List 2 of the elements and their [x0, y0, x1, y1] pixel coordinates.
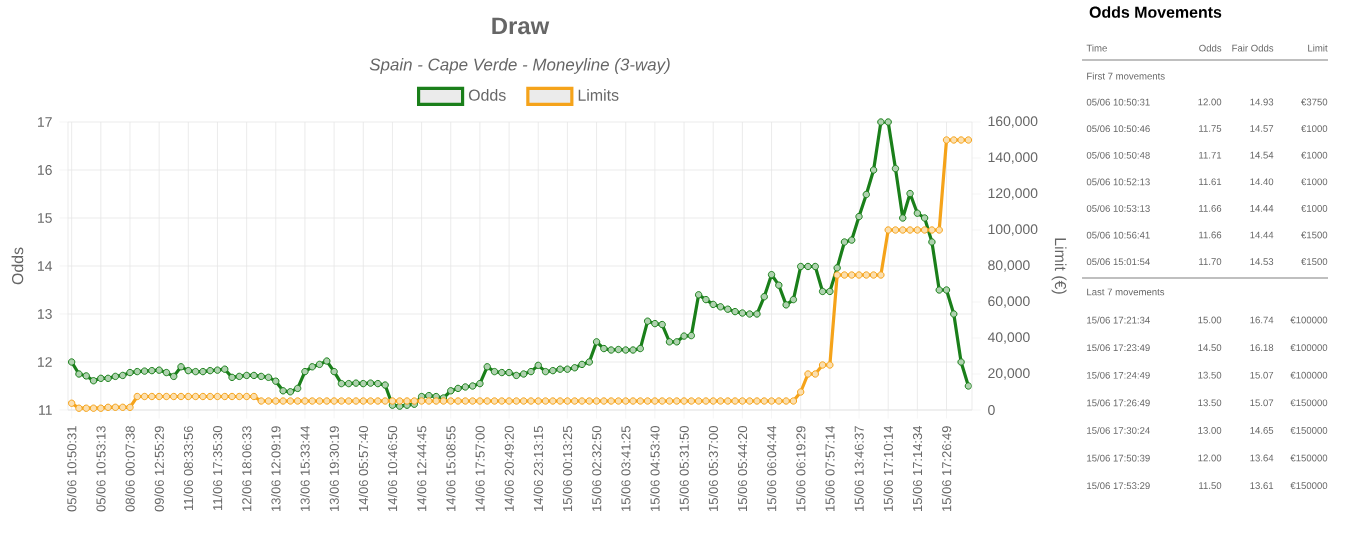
chart-subtitle: Spain - Cape Verde - Moneyline (3-way)	[369, 58, 670, 74]
chart-title: Draw	[492, 17, 550, 35]
